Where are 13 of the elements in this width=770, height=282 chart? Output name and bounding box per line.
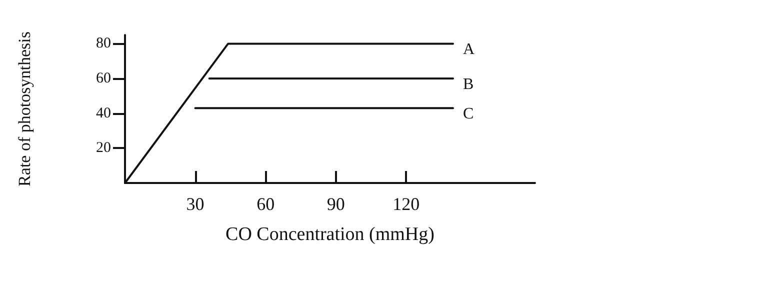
series-label: A (463, 41, 475, 58)
series-label: C (463, 106, 474, 123)
series-label: B (463, 76, 474, 94)
y-axis-title: Rate of photosynthesis (15, 32, 34, 186)
x-tick-label: 60 (256, 194, 275, 214)
y-tick-label: 60 (96, 70, 111, 87)
x-tick-label: 120 (392, 194, 420, 214)
y-tick-label: 80 (96, 36, 111, 52)
x-axis-title: CO Concentration (mmHg) (226, 224, 434, 245)
y-tick-label: 40 (96, 105, 111, 122)
x-tick-label: 30 (186, 194, 204, 214)
x-tick-label: 90 (326, 194, 345, 214)
y-tick-label: 20 (96, 140, 111, 156)
